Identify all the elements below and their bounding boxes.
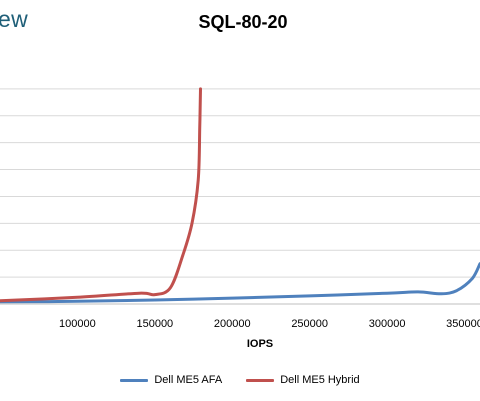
legend-swatch-afa	[120, 378, 149, 382]
chart-title: SQL-80-20	[198, 12, 288, 32]
x-tick-label-0: 100000	[59, 318, 96, 330]
logo-text: ew	[0, 6, 29, 32]
series-line-1	[0, 87, 202, 303]
legend-item-afa: Dell ME5 AFA	[120, 374, 222, 386]
x-tick-label-2: 200000	[214, 318, 251, 330]
legend-item-hybrid: Dell ME5 Hybrid	[246, 374, 360, 386]
legend-swatch-hybrid	[246, 378, 275, 382]
x-tick-label-5: 350000	[446, 318, 480, 330]
x-tick-label-3: 250000	[291, 318, 328, 330]
x-axis-title: IOPS	[247, 338, 273, 350]
legend-label-afa: Dell ME5 AFA	[154, 374, 223, 386]
legend-label-hybrid: Dell ME5 Hybrid	[280, 374, 360, 386]
gridlines	[0, 88, 480, 305]
x-tick-label-1: 150000	[136, 318, 173, 330]
series-line-0	[0, 262, 480, 304]
legend: Dell ME5 AFA Dell ME5 Hybrid	[0, 374, 480, 386]
series-lines	[0, 87, 480, 304]
x-axis-tick-labels: 100000 150000 200000 250000 300000 350000	[59, 318, 480, 330]
x-tick-label-4: 300000	[369, 318, 406, 330]
